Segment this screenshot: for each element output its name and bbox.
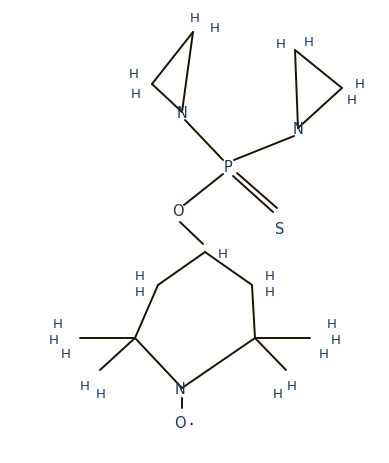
- Text: H: H: [331, 333, 341, 346]
- Text: H: H: [61, 348, 71, 361]
- Text: H: H: [265, 287, 275, 300]
- Text: H: H: [53, 318, 63, 331]
- Text: O: O: [174, 417, 186, 432]
- Text: H: H: [49, 333, 59, 346]
- Text: H: H: [80, 380, 90, 393]
- Text: H: H: [319, 348, 329, 361]
- Text: H: H: [131, 88, 141, 100]
- Text: H: H: [347, 94, 357, 106]
- Text: H: H: [218, 248, 228, 261]
- Text: H: H: [129, 68, 139, 81]
- Text: H: H: [276, 38, 286, 50]
- Text: S: S: [275, 223, 285, 238]
- Text: H: H: [287, 380, 297, 393]
- Text: H: H: [190, 12, 200, 25]
- Text: ·: ·: [188, 416, 194, 434]
- Text: H: H: [135, 270, 145, 283]
- Text: N: N: [293, 123, 303, 138]
- Text: N: N: [177, 106, 187, 121]
- Text: H: H: [210, 21, 220, 35]
- Text: P: P: [224, 161, 232, 175]
- Text: H: H: [304, 36, 314, 49]
- Text: H: H: [135, 287, 145, 300]
- Text: H: H: [355, 77, 365, 90]
- Text: O: O: [172, 205, 184, 219]
- Text: H: H: [96, 388, 106, 400]
- Text: H: H: [265, 270, 275, 283]
- Text: H: H: [273, 388, 283, 400]
- Text: N: N: [175, 382, 186, 398]
- Text: H: H: [327, 318, 337, 331]
